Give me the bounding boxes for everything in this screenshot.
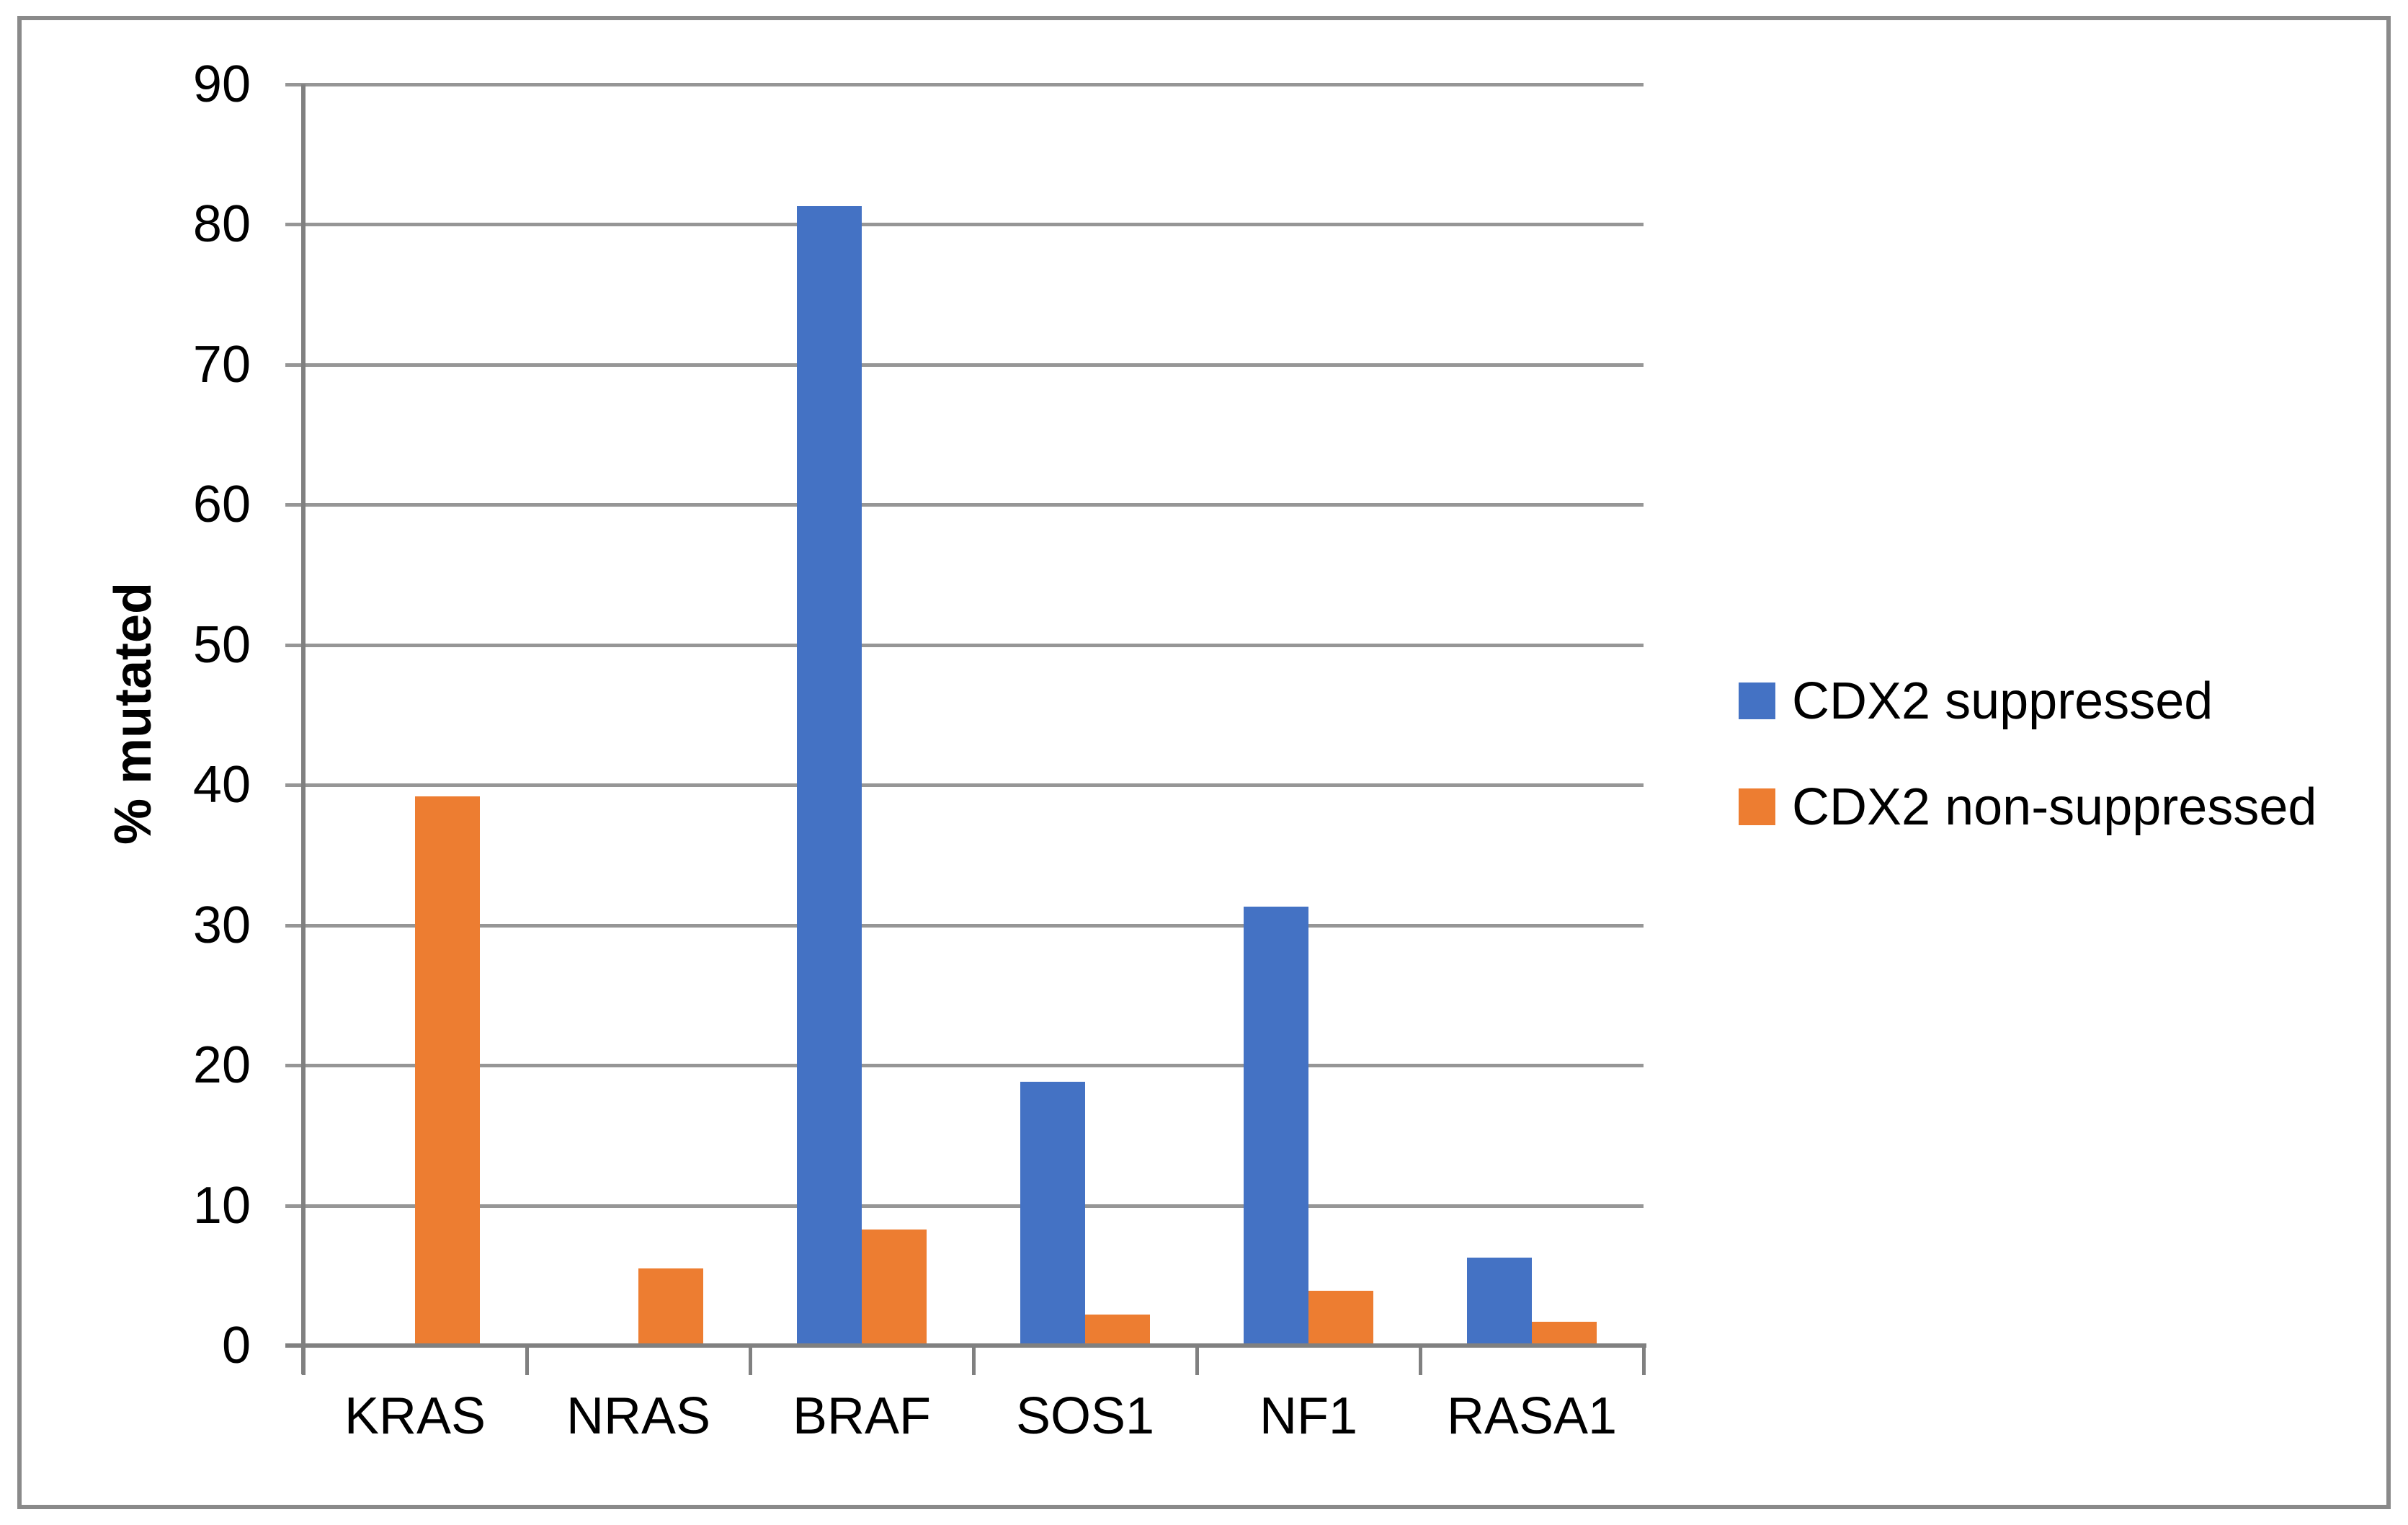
legend-label-cdx2-non-suppressed: CDX2 non-suppressed bbox=[1792, 778, 2317, 836]
legend: CDX2 suppressed CDX2 non-suppressed bbox=[1739, 675, 2316, 894]
legend-item-cdx2-non-suppressed: CDX2 non-suppressed bbox=[1739, 781, 2316, 833]
legend-item-cdx2-suppressed: CDX2 suppressed bbox=[1739, 675, 2316, 727]
legend-swatch-cdx2-non-suppressed bbox=[1739, 788, 1775, 825]
legend-swatch-cdx2-suppressed bbox=[1739, 683, 1775, 719]
legend-label-cdx2-suppressed: CDX2 suppressed bbox=[1792, 672, 2213, 730]
bar-chart-figure bbox=[17, 16, 2391, 1509]
